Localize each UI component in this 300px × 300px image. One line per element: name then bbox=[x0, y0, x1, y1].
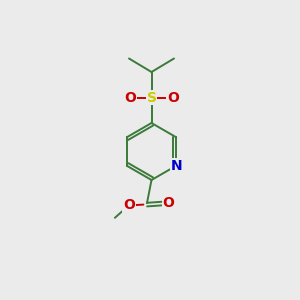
Text: O: O bbox=[163, 196, 175, 210]
Text: N: N bbox=[170, 159, 182, 173]
Text: O: O bbox=[124, 91, 136, 104]
Text: O: O bbox=[167, 91, 179, 104]
Text: S: S bbox=[146, 91, 157, 104]
Text: O: O bbox=[123, 198, 135, 212]
